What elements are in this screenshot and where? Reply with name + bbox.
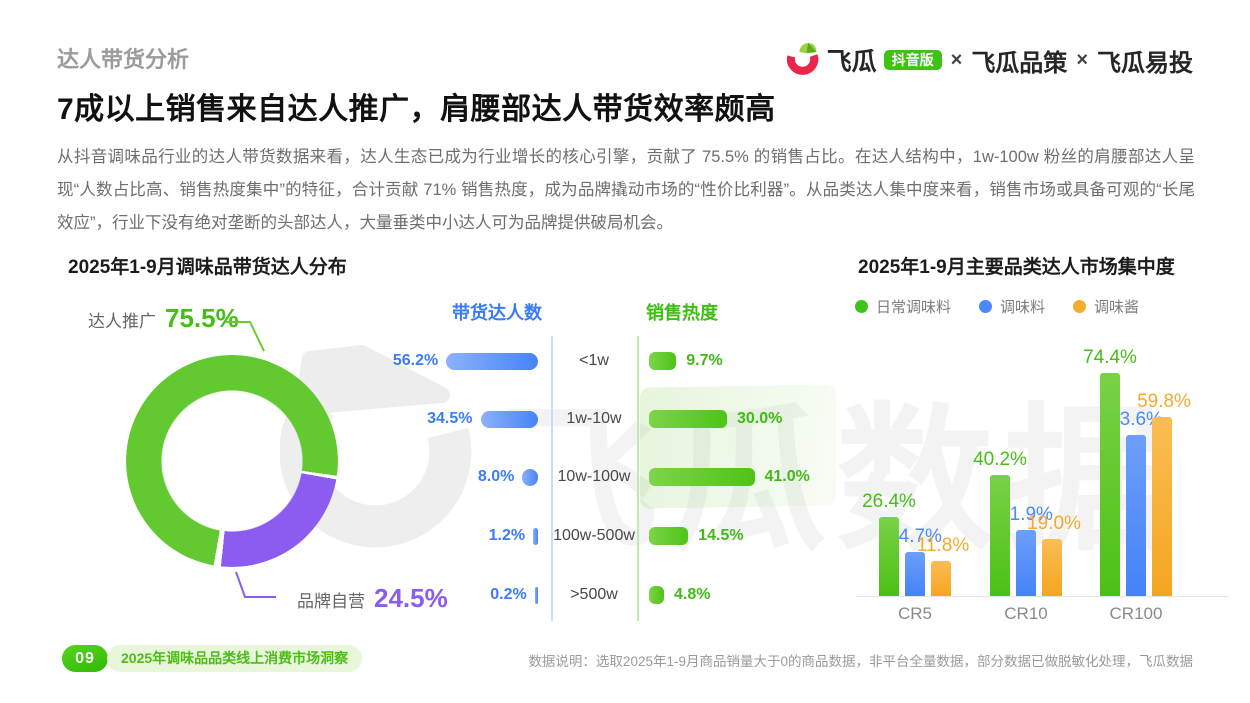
brand-separator: × <box>1076 48 1088 71</box>
legend-dot-blue <box>979 300 993 313</box>
creators-bar-row: 0.2% <box>385 584 538 606</box>
bar-group-cr100: 74.4% 53.6% 59.8% <box>1083 347 1191 596</box>
bar-value-label: 56.2% <box>392 352 439 369</box>
data-note: 数据说明：选取2025年1-9月商品销量大于0的商品数据，非平台全量数据，部分数… <box>528 654 1193 669</box>
creators-bar-row: 8.0% <box>385 466 538 488</box>
report-name-pill: 2025年调味品品类线上消费市场洞察 <box>107 645 363 672</box>
legend-label: 调味酱 <box>1094 299 1140 316</box>
bar-value-label: 19.0% <box>1027 513 1081 534</box>
blue-axis-line <box>551 336 553 621</box>
bar-blue <box>1016 530 1036 596</box>
donut-callout-influencer: 达人推广 75.5% <box>88 303 239 334</box>
sales-bar-row: 30.0% <box>649 408 929 430</box>
bar-green <box>649 586 664 604</box>
tier-label: 1w-10w <box>566 410 622 427</box>
mid-tier-highlight <box>640 384 836 509</box>
grouped-chart-title: 2025年1-9月主要品类达人市场集中度 <box>858 257 1175 278</box>
bar-green <box>649 410 727 428</box>
legend-item-daily-seasoning: 日常调味料 <box>855 296 951 317</box>
summary-paragraph: 从抖音调味品行业的达人带货数据来看，达人生态已成为行业增长的核心引擎，贡献了 7… <box>57 148 1195 232</box>
bar-blue <box>533 527 538 545</box>
donut-chart-title: 2025年1-9月调味品带货达人分布 <box>68 257 347 278</box>
brand-name: 飞瓜 <box>826 48 877 76</box>
bar-value-label: 26.4% <box>862 490 916 512</box>
tier-label: 100w-500w <box>553 527 635 544</box>
bar-value-label: 8.0% <box>477 468 515 485</box>
bar-value-label: 0.2% <box>490 586 527 603</box>
bar-group-cr5: 26.4% 14.7% 11.8% <box>862 356 969 596</box>
x-axis-baseline <box>856 596 1228 597</box>
bar-green <box>649 352 677 370</box>
green-axis-line <box>637 336 639 621</box>
creators-count-header: 带货达人数 <box>452 303 542 323</box>
bar-value-label: 30.0% <box>737 410 783 427</box>
bar-value-label: 14.5% <box>698 527 744 544</box>
donut-callout-brand: 品牌自营 24.5% <box>297 583 448 614</box>
bar-value-label: 41.0% <box>764 468 810 485</box>
bar-blue <box>446 352 538 370</box>
bar-green <box>990 475 1010 596</box>
sales-bar-row: 9.7% <box>649 350 929 372</box>
bar-green <box>1100 372 1120 596</box>
bar-value-label: 1.2% <box>488 527 526 544</box>
bar-value-label: 34.5% <box>427 410 473 427</box>
legend-label: 日常调味料 <box>876 299 952 316</box>
bar-value-label: 59.8% <box>1137 390 1191 412</box>
section-eyebrow: 达人带货分析 <box>57 47 190 72</box>
chart-legend: 日常调味料 调味料 调味酱 <box>855 296 1139 317</box>
bar-orange <box>1152 416 1172 596</box>
segment-value: 75.5% <box>165 303 239 333</box>
bar-value-label: 4.8% <box>674 586 711 603</box>
bar-value-label: 40.2% <box>973 449 1027 471</box>
sales-bar-row: 4.8% <box>649 584 929 606</box>
segment-name: 达人推广 <box>88 312 156 331</box>
tier-label: <1w <box>579 352 609 369</box>
segment-value: 24.5% <box>374 583 448 613</box>
sales-bar-row: 14.5% <box>649 525 929 547</box>
legend-item-sauce: 调味酱 <box>1073 296 1139 317</box>
legend-dot-orange <box>1073 300 1087 313</box>
page-title: 7成以上销售来自达人推广，肩腰部达人带货效率颇高 <box>57 93 776 126</box>
bar-orange <box>931 560 951 596</box>
category-label: CR10 <box>1004 604 1048 623</box>
category-label: CR100 <box>1109 604 1163 623</box>
bar-blue <box>905 551 925 596</box>
legend-item-seasoning: 调味料 <box>979 296 1045 317</box>
tier-label: >500w <box>570 586 618 603</box>
feigua-melon-logo-icon <box>786 42 818 75</box>
bar-value-label: 21.9% <box>999 504 1053 526</box>
tier-label: 10w-100w <box>557 468 631 485</box>
page-number-badge: 09 <box>62 645 108 672</box>
bar-value-label: 53.6% <box>1109 409 1163 431</box>
brand-separator: × <box>950 48 963 71</box>
bar-value-label: 74.4% <box>1083 346 1137 368</box>
creators-bar-row: 56.2% <box>385 350 538 372</box>
bar-value-label: 11.8% <box>916 534 970 556</box>
bar-green <box>649 527 689 545</box>
creators-bar-row: 1.2% <box>385 525 538 547</box>
category-label: CR5 <box>897 604 932 623</box>
bar-value-label: 14.7% <box>888 525 942 547</box>
bar-green <box>879 516 899 596</box>
brand-name-3: 飞瓜易投 <box>1097 49 1193 77</box>
brand-logo-row: 飞瓜 抖音版 × 飞瓜品策 × 飞瓜易投 <box>784 40 1193 80</box>
douyin-version-badge: 抖音版 <box>883 50 942 70</box>
segment-name: 品牌自营 <box>297 592 365 611</box>
bar-green <box>649 468 755 486</box>
sales-bar-row: 41.0% <box>649 466 929 488</box>
bar-blue <box>534 586 538 604</box>
legend-label: 调味料 <box>1000 299 1046 316</box>
sales-heat-header: 销售热度 <box>646 303 718 323</box>
brand-name-2: 飞瓜品策 <box>971 49 1068 77</box>
creators-bar-row: 34.5% <box>385 408 538 430</box>
bar-group-cr10: 40.2% 21.9% 19.0% <box>973 356 1081 596</box>
donut-chart <box>126 355 338 567</box>
legend-dot-green <box>855 300 868 313</box>
bar-blue <box>480 410 538 428</box>
bar-blue <box>522 468 538 486</box>
bar-blue <box>1126 435 1146 596</box>
bar-orange <box>1042 539 1062 596</box>
bar-value-label: 9.7% <box>686 352 723 369</box>
